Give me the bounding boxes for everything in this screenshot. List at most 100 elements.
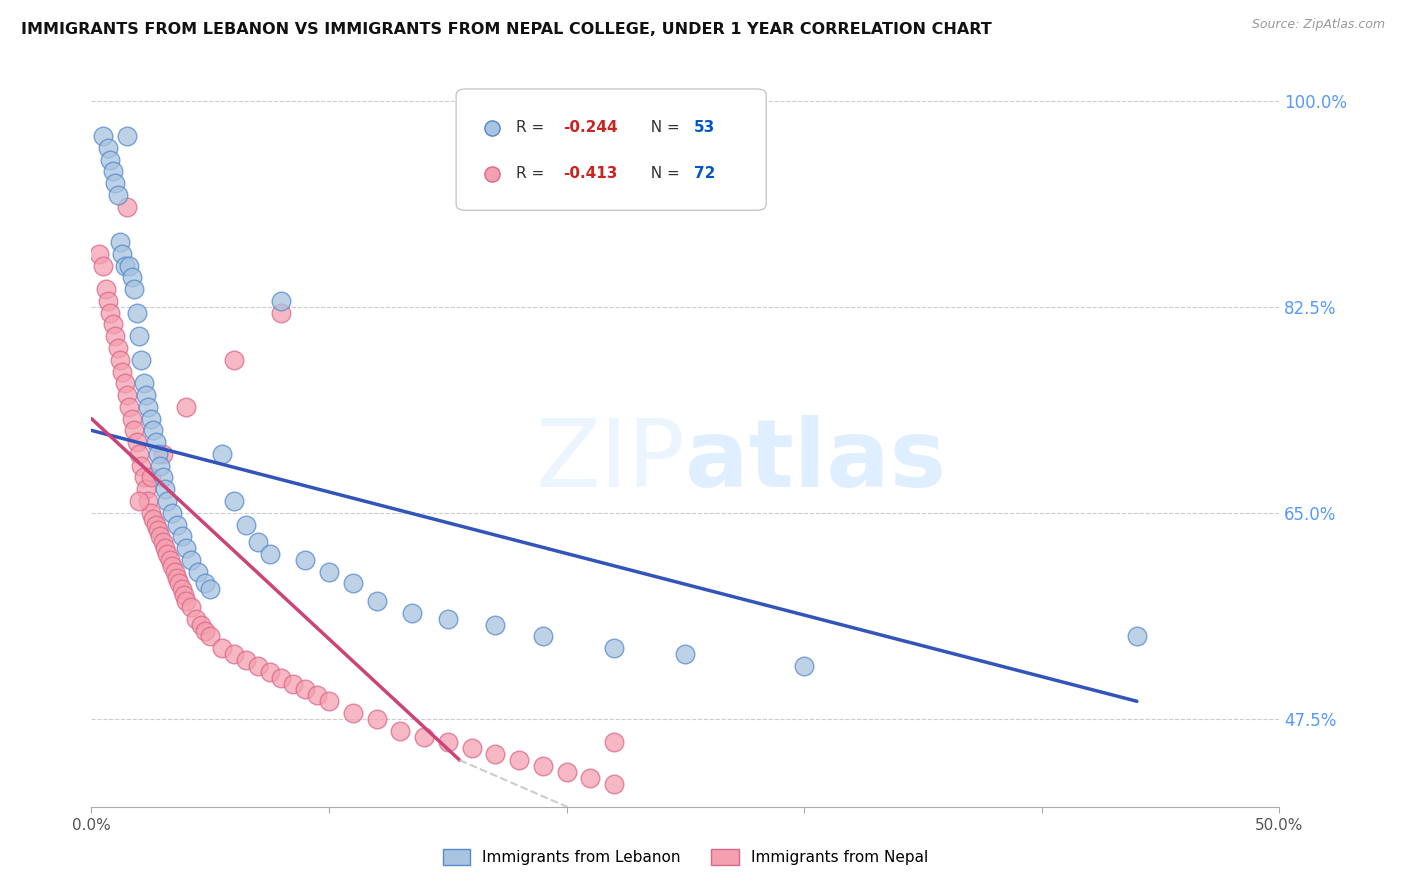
Point (135, 483, 157, 497)
Point (176, 400, 198, 414)
Point (108, 235, 131, 249)
Point (166, 517, 188, 532)
Point (107, 341, 129, 355)
Point (246, 659, 269, 673)
Point (270, 671, 292, 685)
Point (152, 535, 174, 549)
Point (222, 494, 245, 508)
Point (270, 305, 292, 319)
Point (882, 210, 904, 224)
Point (135, 388, 157, 402)
Point (460, 741, 482, 756)
Point (111, 246, 134, 260)
Point (125, 305, 148, 319)
Text: R =: R = (516, 166, 548, 181)
Point (125, 435, 148, 450)
Text: atlas: atlas (685, 415, 946, 507)
Point (139, 470, 162, 484)
Point (97, 141, 120, 155)
Point (108, 352, 131, 367)
Legend: Immigrants from Lebanon, Immigrants from Nepal: Immigrants from Lebanon, Immigrants from… (436, 843, 935, 871)
Point (531, 759, 554, 773)
Point (318, 694, 340, 708)
Point (508, 753, 530, 767)
Point (882, 281, 904, 295)
Point (142, 512, 165, 526)
Point (128, 329, 150, 343)
Point (142, 424, 165, 438)
Text: Source: ZipAtlas.com: Source: ZipAtlas.com (1251, 18, 1385, 31)
Point (793, 659, 815, 673)
Point (211, 641, 233, 656)
Point (259, 547, 281, 561)
Point (342, 576, 364, 591)
Text: N =: N = (641, 166, 685, 181)
Point (121, 270, 143, 285)
Point (235, 653, 257, 667)
Point (180, 600, 202, 615)
Point (132, 470, 155, 484)
Point (366, 712, 388, 726)
Point (307, 689, 329, 703)
Point (104, 329, 127, 343)
Point (121, 411, 143, 425)
Point (107, 187, 129, 202)
Point (673, 647, 696, 661)
Point (97, 293, 120, 308)
Point (115, 388, 138, 402)
Point (139, 411, 162, 425)
Point (160, 506, 183, 520)
Point (555, 764, 578, 779)
Point (222, 352, 245, 367)
Point (579, 771, 602, 785)
Point (152, 470, 174, 484)
Point (180, 553, 202, 567)
Point (170, 529, 193, 543)
Point (146, 524, 169, 538)
Point (129, 458, 152, 473)
Point (1126, 630, 1149, 644)
Point (166, 571, 188, 585)
Point (389, 723, 412, 738)
Point (170, 582, 193, 597)
Point (87, 246, 110, 260)
Point (169, 576, 191, 591)
Point (114, 376, 136, 391)
Point (118, 259, 141, 273)
Point (484, 617, 506, 632)
Point (603, 777, 626, 791)
Point (91, 128, 114, 143)
Point (101, 164, 124, 178)
Point (152, 447, 174, 461)
Point (176, 541, 198, 556)
Point (156, 494, 179, 508)
Point (122, 282, 145, 296)
Point (222, 647, 245, 661)
Point (153, 483, 176, 497)
Point (401, 606, 423, 620)
Point (104, 176, 127, 190)
Text: IMMIGRANTS FROM LEBANON VS IMMIGRANTS FROM NEPAL COLLEGE, UNDER 1 YEAR CORRELATI: IMMIGRANTS FROM LEBANON VS IMMIGRANTS FR… (21, 22, 991, 37)
Text: -0.244: -0.244 (562, 120, 617, 136)
Point (173, 588, 195, 602)
Point (129, 352, 152, 367)
Point (156, 547, 179, 561)
Text: N =: N = (641, 120, 685, 136)
Point (111, 364, 134, 378)
Point (115, 128, 138, 143)
Point (163, 565, 186, 579)
Point (184, 612, 207, 626)
Text: 72: 72 (693, 166, 716, 181)
Point (211, 447, 233, 461)
Point (94, 282, 117, 296)
Text: R =: R = (516, 120, 548, 136)
Point (436, 735, 458, 749)
Point (194, 624, 217, 638)
Point (146, 447, 169, 461)
Point (294, 553, 316, 567)
Point (200, 582, 222, 597)
Point (159, 553, 181, 567)
Point (603, 641, 626, 656)
Point (139, 506, 162, 520)
Point (270, 293, 292, 308)
